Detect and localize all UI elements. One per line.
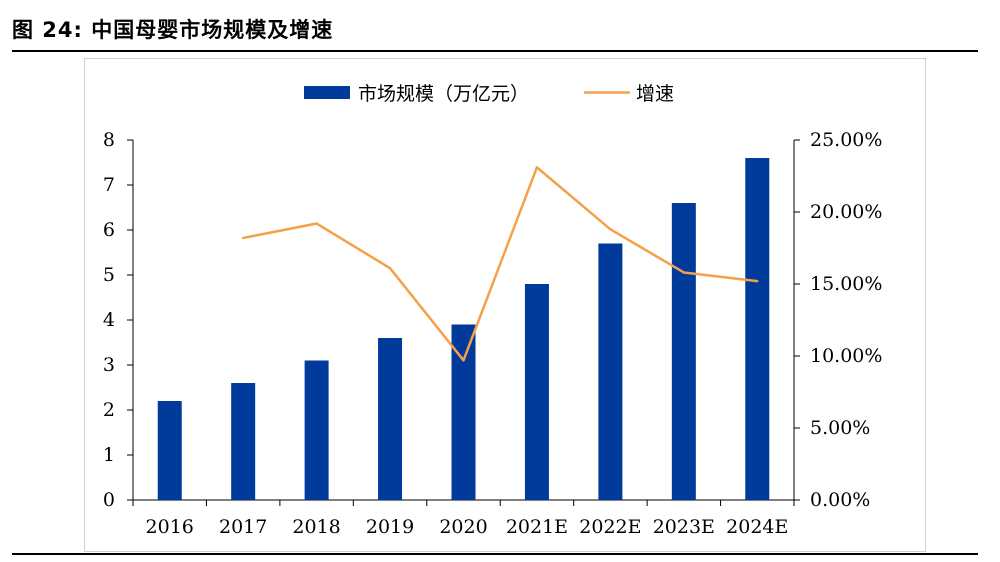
chart-frame	[84, 58, 926, 552]
line-point	[756, 279, 759, 283]
y-left-tick-label: 4	[103, 309, 115, 331]
bottom-rule	[12, 553, 978, 555]
bar	[304, 360, 329, 500]
y-right-tick-label: 5.00%	[810, 417, 870, 439]
line-point	[315, 222, 318, 225]
bar-series	[157, 158, 770, 500]
line-point	[241, 236, 245, 240]
x-tick-label: 2021E	[506, 516, 568, 538]
legend-bar-label: 市场规模（万亿元）	[358, 83, 529, 105]
x-tick-label: 2019	[366, 516, 414, 538]
legend-bar-swatch	[304, 86, 350, 99]
title-rule	[12, 50, 978, 52]
bar	[378, 338, 403, 500]
figure-title: 图 24: 中国母婴市场规模及增速	[12, 18, 334, 42]
x-tick-label: 2024E	[726, 516, 788, 538]
bar	[231, 383, 256, 500]
line-series	[241, 166, 759, 362]
bar	[671, 203, 696, 500]
y-left-tick-label: 7	[103, 174, 115, 196]
line-point	[388, 266, 392, 270]
y-left-tick-label: 1	[103, 444, 115, 466]
y-left-tick-label: 5	[103, 264, 115, 286]
y-right-tick-label: 20.00%	[810, 201, 882, 223]
x-tick-label: 2020	[439, 516, 487, 538]
x-tick-label: 2023E	[653, 516, 715, 538]
y-right-tick-label: 0.00%	[810, 489, 870, 511]
x-tick-label: 2022E	[579, 516, 641, 538]
bar	[157, 401, 182, 500]
y-left-tick-label: 0	[103, 489, 115, 511]
y-left-tick-label: 6	[103, 219, 115, 241]
line-point	[609, 228, 612, 231]
y-left-tick-label: 3	[103, 354, 115, 376]
y-left-tick-label: 2	[103, 399, 115, 421]
bar	[745, 158, 770, 500]
chart-legend: 市场规模（万亿元） 增速	[304, 83, 674, 105]
line-point	[682, 271, 686, 274]
line-point	[462, 359, 465, 362]
growth-line	[242, 166, 758, 362]
bar	[451, 324, 476, 500]
bar	[598, 243, 623, 500]
line-point	[535, 166, 539, 169]
bar	[524, 284, 549, 500]
y-right-tick-label: 25.00%	[810, 129, 882, 151]
y-right-tick-label: 10.00%	[810, 345, 882, 367]
x-tick-label: 2016	[146, 516, 194, 538]
x-tick-label: 2018	[292, 516, 340, 538]
x-tick-label: 2017	[219, 516, 267, 538]
y-left-tick-label: 8	[103, 129, 115, 151]
legend-line-label: 增速	[636, 83, 674, 105]
y-right-tick-label: 15.00%	[810, 273, 882, 295]
